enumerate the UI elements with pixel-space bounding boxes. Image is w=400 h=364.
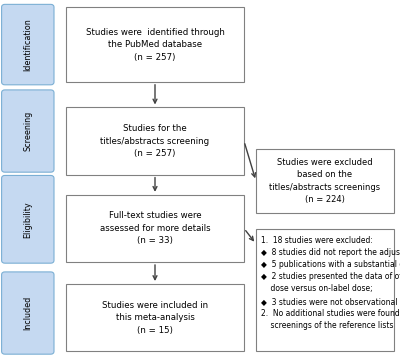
- Text: Full-text studies were
assessed for more details
(n = 33): Full-text studies were assessed for more…: [100, 211, 210, 245]
- FancyBboxPatch shape: [2, 175, 54, 263]
- Text: Studies for the
titles/abstracts screening
(n = 257): Studies for the titles/abstracts screeni…: [100, 124, 210, 158]
- FancyBboxPatch shape: [66, 107, 244, 175]
- Text: Identification: Identification: [23, 18, 32, 71]
- FancyBboxPatch shape: [66, 284, 244, 351]
- FancyBboxPatch shape: [66, 7, 244, 82]
- Text: Studies were included in
this meta-analysis
(n = 15): Studies were included in this meta-analy…: [102, 301, 208, 335]
- FancyBboxPatch shape: [2, 272, 54, 354]
- FancyBboxPatch shape: [256, 229, 394, 351]
- Text: Included: Included: [23, 296, 32, 330]
- FancyBboxPatch shape: [2, 4, 54, 85]
- FancyBboxPatch shape: [256, 149, 394, 213]
- Text: Screening: Screening: [23, 111, 32, 151]
- FancyBboxPatch shape: [2, 90, 54, 172]
- Text: Studies were excluded
based on the
titles/abstracts screenings
(n = 224): Studies were excluded based on the title…: [270, 158, 380, 204]
- Text: 1.  18 studies were excluded:
◆  8 studies did not report the adjusted RRs;
◆  5: 1. 18 studies were excluded: ◆ 8 studies…: [261, 236, 400, 330]
- Text: Studies were  identified through
the PubMed database
(n = 257): Studies were identified through the PubM…: [86, 28, 224, 62]
- Text: Eligibility: Eligibility: [23, 201, 32, 238]
- FancyBboxPatch shape: [66, 195, 244, 262]
